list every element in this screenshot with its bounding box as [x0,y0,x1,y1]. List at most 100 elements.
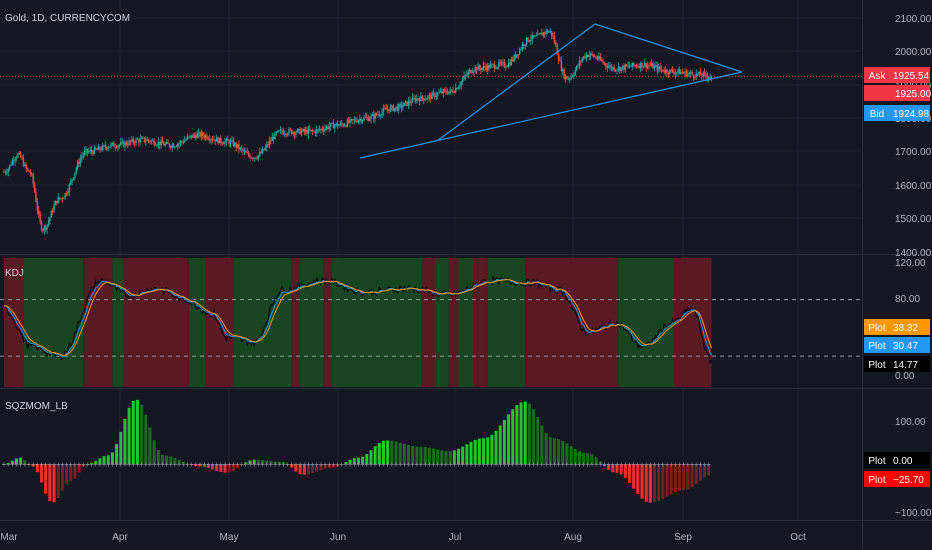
momentum-bar [502,419,506,464]
candle-body [175,146,178,148]
candle-body [418,99,421,102]
candle-body [341,123,343,125]
candle-body [70,181,72,185]
candle-body [221,142,223,144]
price-candles[interactable] [0,27,862,235]
candle-body [459,85,461,88]
momentum-bar [619,464,623,475]
candle-body [165,142,168,144]
candle-body [328,126,330,129]
candle-body [606,65,608,68]
momentum-bar [327,464,331,469]
candle-body [441,91,443,94]
candle-body [270,140,272,142]
candle-body [185,139,187,141]
squeeze-dot: + [490,460,495,469]
candle-body [240,147,243,150]
sqzmom-tick-label: −100.00 [895,508,932,519]
sqzmom-title[interactable]: SQZMOM_LB [5,401,68,412]
candle-body [356,121,358,123]
candle-body [214,139,216,142]
candle-body [249,155,251,159]
candle-body [145,141,147,142]
candle-body [211,139,214,141]
candle-body [470,69,472,73]
momentum-bar [373,446,377,464]
squeeze-dot: + [319,460,324,469]
triangle-trendlines[interactable] [359,23,743,159]
squeeze-dot: + [335,460,340,469]
candle-body [196,133,198,139]
squeeze-dot: + [560,460,565,469]
candle-body [101,145,104,150]
price-tick-label: 2000.00 [895,47,932,58]
candle-body [158,141,161,146]
squeeze-dot: + [394,460,399,469]
candle-body [164,143,166,146]
candle-body [321,128,324,131]
candle-body [79,158,82,164]
candle-body [580,60,582,62]
x-tick-label: Oct [790,532,806,543]
momentum-bar [56,464,60,499]
candle-body [89,150,91,152]
candle-body [336,123,339,127]
candle-body [227,138,229,141]
squeeze-dot: + [327,460,332,469]
candle-body [613,67,615,71]
candle-body [338,125,340,127]
momentum-bar [306,464,310,475]
squeeze-dot: + [598,460,603,469]
candle-body [409,100,411,103]
candle-body [455,87,457,93]
candle-body [352,119,354,121]
price-tick-label: 1700.00 [895,147,932,158]
candle-body [484,65,486,68]
candle-body [243,151,246,152]
squeeze-dot: + [77,460,82,469]
kdj-zone-red [205,258,234,387]
candle-body [538,33,540,35]
momentum-bar [690,464,694,488]
candle-body [416,98,418,102]
squeeze-dot: + [98,460,103,469]
squeeze-dot: + [227,460,232,469]
trendline [594,23,743,73]
squeeze-dot: + [48,460,53,469]
candle-body [384,108,386,110]
candle-body [678,69,681,75]
kdj-title[interactable]: KDJ [5,268,24,279]
momentum-bar [486,437,490,464]
momentum-bar [340,464,344,465]
candle-body [327,126,329,129]
candle-body [67,191,69,195]
squeeze-dot: + [444,460,449,469]
candle-body [699,71,702,76]
candle-body [199,132,201,137]
candle-body [535,35,538,37]
candle-body [120,142,122,145]
momentum-bar [577,451,581,464]
squeeze-dot: + [14,460,19,469]
candle-body [93,147,96,154]
squeeze-dot: + [10,460,15,469]
candle-body [428,94,431,97]
candle-body [303,129,305,132]
kdj-value-tag: Plot 14.77 [864,356,930,372]
candle-body [3,171,5,173]
candle-body [228,140,230,145]
symbol-title[interactable]: Gold, 1D, CURRENCYCOM [5,13,130,24]
candle-body [569,78,571,80]
squeeze-dot: + [452,460,457,469]
momentum-bar [352,458,356,464]
squeeze-dot: + [577,460,582,469]
trendline [359,71,743,159]
candle-body [24,164,26,166]
candle-body [410,102,412,104]
candle-body [289,129,292,131]
candle-body [246,152,248,154]
squeeze-dot: + [423,460,428,469]
candle-body [157,141,159,145]
candle-body [295,132,297,135]
